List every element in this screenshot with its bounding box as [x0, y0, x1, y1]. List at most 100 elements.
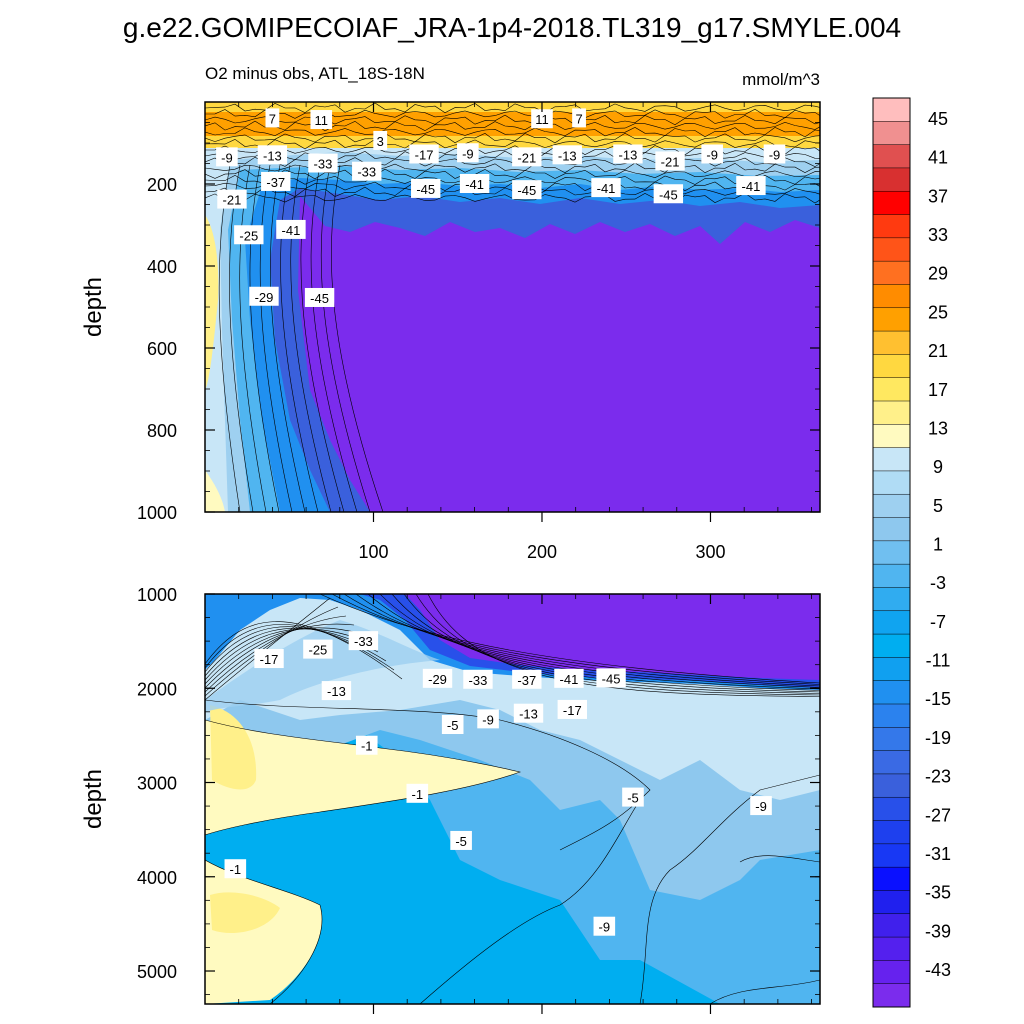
lower-contour-line: [391, 594, 820, 693]
contour-label-text: -45: [659, 187, 678, 202]
contour-label-text: -9: [755, 799, 767, 814]
contour-label-text: -13: [619, 147, 638, 162]
colorbar-swatch: [873, 144, 910, 169]
contour-label-box: [257, 145, 288, 165]
upper-contour-line: [205, 108, 820, 119]
contour-label-box: [593, 916, 616, 936]
colorbar-swatch: [873, 960, 910, 985]
colorbar-swatch: [873, 494, 910, 519]
contour-label-text: -13: [327, 684, 346, 699]
upper-contour-labels: 7 11 3 11 7 -9 -13 -33 -33 -17 -9 -21 -13 -13 -21 -9 -9 -…: [216, 108, 786, 307]
colorbar-tick-label: -23: [925, 767, 951, 787]
units-label: mmol/m^3: [742, 70, 820, 89]
contour-label: -5: [441, 715, 464, 735]
colorbar-tick-label: -27: [925, 805, 951, 825]
colorbar-swatch: [873, 401, 910, 425]
contour-label-text: -17: [260, 652, 279, 667]
contour-label-text: -29: [428, 672, 447, 687]
contour-label-text: -1: [230, 862, 242, 877]
contour-label: -41: [276, 219, 306, 239]
contour-label: -33: [463, 669, 493, 689]
colorbar-swatch: [873, 773, 910, 798]
lower-contour-line: [319, 594, 820, 684]
lower-contour-line: [419, 799, 641, 1004]
colorbar-swatch: [873, 913, 910, 938]
contour-label-box: [224, 859, 247, 879]
contour-label: -13: [513, 703, 544, 723]
contour-label: -33: [352, 161, 382, 181]
contour-label: -25: [234, 225, 264, 245]
contour-label-box: [459, 174, 490, 193]
upper-panel: O2 minus obs, ATL_18S-18N mmol/m^3 7 11 3 1…: [80, 64, 821, 562]
contour-label: -45: [304, 287, 335, 307]
contour-label-box: [557, 699, 588, 719]
contour-label: -37: [512, 669, 542, 689]
contour-label-box: [254, 649, 284, 669]
contour-label-text: -5: [447, 718, 459, 733]
colorbar-tick-label: 13: [928, 418, 948, 438]
contour-label: -9: [750, 796, 772, 816]
lower-positive-patch-1: [210, 705, 257, 790]
contour-label: -17: [409, 144, 439, 164]
contour-label-text: -41: [597, 181, 616, 196]
colorbar-swatch: [873, 377, 910, 402]
colorbar-swatch: [873, 797, 910, 822]
y-tick-label: 1000: [137, 585, 177, 605]
colorbar-swatch: [873, 167, 910, 192]
colorbar-swatch: [873, 284, 910, 309]
contour-label-box: [653, 184, 684, 204]
contour-label: -41: [736, 176, 766, 196]
contour-label-text: -13: [263, 148, 282, 163]
contour-label: -45: [512, 180, 542, 200]
contour-label-text: -9: [769, 147, 781, 162]
colorbar-swatch: [873, 843, 910, 868]
colorbar-swatch: [873, 470, 910, 495]
contour-label: -41: [591, 178, 621, 198]
upper-contour-line: [205, 174, 820, 185]
colorbar-tick-label: 37: [928, 186, 948, 206]
contour-label-text: -5: [455, 834, 467, 849]
contour-label: -37: [261, 171, 291, 191]
colorbar-swatch: [873, 237, 910, 262]
lower-contour-line: [205, 699, 651, 851]
contour-label-box: [477, 709, 499, 729]
contour-label-box: [422, 668, 453, 688]
contour-label-box: [303, 639, 333, 659]
colorbar-swatch: [873, 564, 910, 588]
colorbar-swatch: [873, 680, 910, 705]
contour-label-box: [450, 830, 472, 850]
colorbar-swatch: [873, 867, 910, 891]
upper-ylabel: depth: [80, 277, 107, 337]
contour-label-text: -41: [560, 672, 579, 687]
contour-label-box: [409, 144, 439, 164]
colorbar-tick-label: -19: [925, 728, 951, 748]
upper-contour-line: [205, 120, 820, 132]
contour-label-text: -37: [266, 175, 285, 190]
contour-label: -45: [653, 184, 684, 204]
upper-surface-core: [205, 112, 820, 136]
y-tick-label: 400: [147, 257, 177, 277]
contour-label-box: [249, 286, 279, 306]
contour-label-box: [265, 108, 280, 128]
contour-label-text: -9: [221, 150, 233, 165]
contour-label-text: -9: [599, 920, 611, 935]
contour-label-text: 11: [315, 113, 329, 128]
upper-contour-curve: [290, 164, 332, 512]
contour-label-text: -25: [239, 228, 258, 243]
contour-label: -9: [477, 709, 499, 729]
contour-label-text: -45: [416, 182, 435, 197]
upper-subtitle-left: O2 minus obs, ATL_18S-18N: [205, 64, 425, 83]
contour-label-text: -9: [482, 712, 494, 727]
contour-label-text: -1: [412, 787, 424, 802]
contour-label-text: -17: [415, 147, 434, 162]
lower-contour-curve: [205, 628, 379, 677]
colorbar: 45 41 37 33 29 25 21 17 13 9 5 1 -3 -7 -11 -15 -19 -23 -27…: [872, 97, 951, 1008]
colorbar-tick-label: -39: [925, 921, 951, 941]
contour-label-box: [572, 108, 586, 128]
contour-label: 3: [373, 130, 388, 150]
lower-contour-curve: [205, 621, 403, 680]
upper-band-deep: [205, 102, 820, 512]
contour-label-box: [512, 669, 542, 689]
contour-label-text: -33: [314, 157, 333, 172]
upper-positive-bottom: [205, 470, 225, 512]
